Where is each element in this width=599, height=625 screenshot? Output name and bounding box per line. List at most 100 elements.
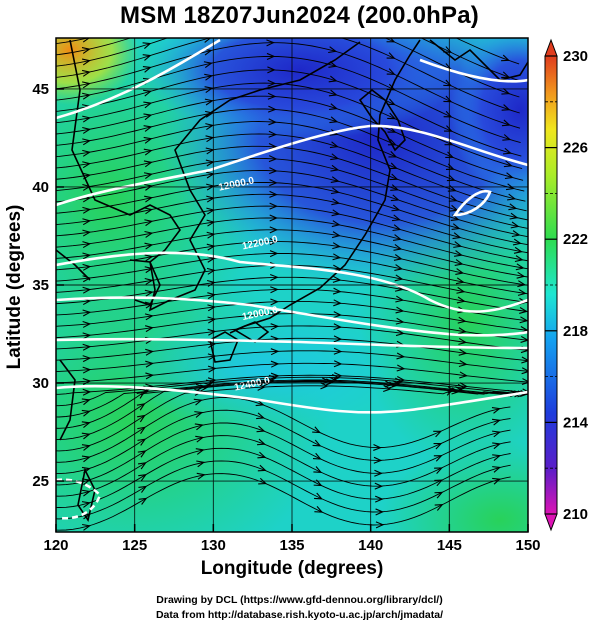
streamline-arrow <box>434 504 444 511</box>
streamline-arrow <box>270 360 280 368</box>
streamline-arrow <box>81 409 91 417</box>
streamline-arrow <box>81 421 91 428</box>
streamline-arrow <box>82 366 92 374</box>
streamline-arrow <box>138 473 147 482</box>
streamline-arrow <box>194 423 204 431</box>
streamline-arrow <box>204 98 214 106</box>
streamline-arrow <box>329 116 339 124</box>
streamline-arrow <box>501 54 511 62</box>
x-tick-label: 120 <box>43 537 68 554</box>
streamline-arrow <box>333 323 343 331</box>
streamline-arrow <box>383 385 392 393</box>
streamline-arrow <box>196 460 206 468</box>
streamline-arrow <box>82 355 92 363</box>
streamline-arrow <box>492 466 502 473</box>
streamline-arrow <box>81 398 91 406</box>
streamline-arrow <box>508 203 518 211</box>
streamline <box>56 325 528 351</box>
streamline-arrow <box>386 3 395 11</box>
streamline-arrow <box>268 118 277 126</box>
streamline-arrow <box>144 195 154 203</box>
streamline-arrow <box>269 202 278 210</box>
streamline-arrow <box>456 296 466 304</box>
streamline-arrow <box>82 523 91 531</box>
streamline-arrow <box>257 383 266 391</box>
streamline-arrow <box>392 234 402 241</box>
streamline <box>56 252 528 295</box>
streamline-arrow <box>82 229 92 237</box>
colorbar-tick-label: 218 <box>563 323 588 340</box>
streamline-arrow <box>333 311 342 319</box>
streamline-arrow <box>82 183 92 191</box>
coastlines <box>56 39 528 522</box>
streamline-arrow <box>386 52 396 59</box>
streamline-arrow <box>333 335 343 343</box>
streamline-arrow <box>333 360 343 368</box>
streamline <box>56 264 528 303</box>
streamline-arrow <box>386 98 396 106</box>
streamline-arrow <box>458 337 468 345</box>
x-axis: 120 125 130 135 140 145 150 <box>43 524 541 554</box>
streamline-arrow <box>138 497 148 505</box>
streamline-arrow <box>256 438 266 446</box>
streamline-arrow <box>82 388 92 396</box>
streamline <box>56 38 520 98</box>
streamline-arrow <box>443 30 452 38</box>
streamline-arrow <box>81 58 91 66</box>
streamline-arrow <box>325 378 335 386</box>
streamline-arrow <box>395 317 405 325</box>
streamline-arrow <box>270 348 280 356</box>
streamline <box>56 181 528 246</box>
streamline-arrow <box>268 155 278 163</box>
streamline-arrow <box>492 442 502 450</box>
streamline-arrow <box>388 162 398 170</box>
streamline-arrow <box>491 407 501 414</box>
streamline-arrow <box>142 29 151 37</box>
streamline-arrow <box>327 1 335 8</box>
streamline-arrow <box>82 275 92 283</box>
streamline-arrow <box>331 198 341 206</box>
streamline-arrow <box>390 184 400 191</box>
streamline-arrow <box>82 149 92 157</box>
streamline-arrow <box>456 286 466 294</box>
streamline-arrow <box>389 173 399 181</box>
streamline-arrow <box>313 466 323 473</box>
streamline-arrow <box>137 414 146 423</box>
streamline-arrow <box>81 444 91 451</box>
streamline <box>56 38 520 82</box>
streamline-arrow <box>492 477 502 485</box>
chart-title: MSM 18Z07Jun2024 (200.0hPa) <box>120 2 479 29</box>
streamline-arrow <box>270 298 279 306</box>
streamline <box>56 397 511 463</box>
streamline-arrow <box>312 426 322 434</box>
streamline-arrow <box>257 451 267 459</box>
streamline-arrow <box>510 221 520 229</box>
streamline-arrow <box>82 320 92 328</box>
y-tick-label: 35 <box>32 277 49 294</box>
streamline-arrow <box>202 9 210 17</box>
streamline-arrow <box>443 110 453 118</box>
streamline-arrow <box>327 16 335 23</box>
streamline-arrow <box>459 371 468 379</box>
colorbar-tick-label: 214 <box>563 414 589 431</box>
streamline-arrow <box>82 286 92 294</box>
streamline-arrow <box>448 195 458 202</box>
streamline-arrow <box>257 464 267 472</box>
streamline-arrow <box>517 288 527 296</box>
streamline-arrow <box>395 329 405 337</box>
streamline <box>56 217 528 270</box>
streamline-arrow <box>331 220 341 228</box>
streamline-arrow <box>81 47 91 54</box>
streamline-arrow <box>433 430 443 438</box>
streamline-arrow <box>143 113 153 121</box>
streamline <box>56 422 511 486</box>
streamline-arrow <box>137 426 147 434</box>
streamline-arrow <box>314 492 323 500</box>
streamline-arrow <box>454 250 463 257</box>
streamline <box>56 205 528 262</box>
streamline-arrow <box>137 450 147 458</box>
x-tick-label: 135 <box>279 537 304 554</box>
colorbar-tick-label: 230 <box>563 48 588 65</box>
streamline-arrow <box>207 328 217 336</box>
streamline <box>56 337 528 362</box>
